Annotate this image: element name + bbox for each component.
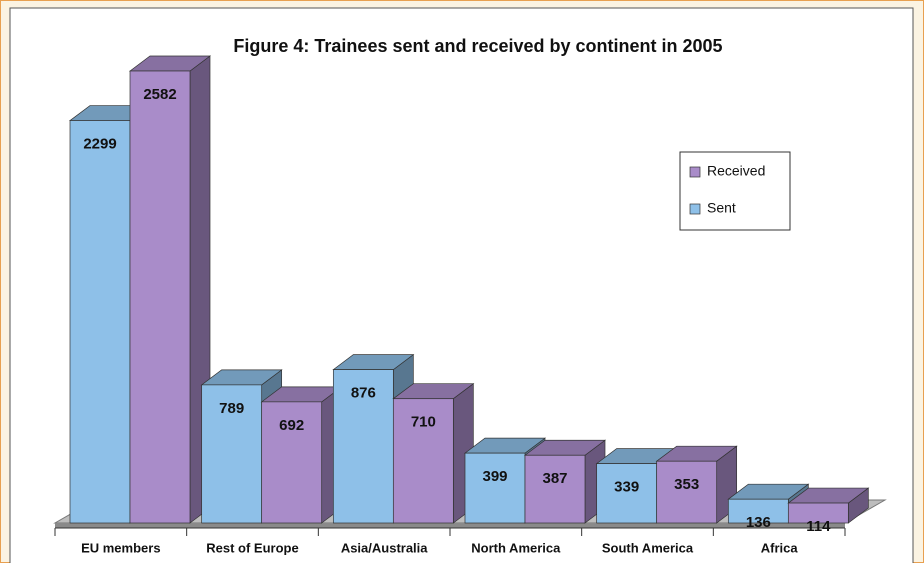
x-tick-label: Rest of Europe bbox=[206, 540, 298, 555]
x-tick-label: EU members bbox=[81, 540, 160, 555]
data-label: 2582 bbox=[143, 86, 176, 103]
legend-label: Sent bbox=[707, 200, 736, 216]
data-label: 710 bbox=[411, 414, 436, 431]
bar bbox=[464, 452, 526, 524]
data-label: 2299 bbox=[83, 136, 116, 153]
data-label: 339 bbox=[614, 479, 639, 496]
x-tick-label: North America bbox=[471, 540, 561, 555]
legend-swatch bbox=[689, 203, 701, 215]
bar bbox=[596, 463, 658, 524]
data-label: 692 bbox=[279, 417, 304, 434]
data-label: 136 bbox=[746, 514, 771, 531]
bar bbox=[129, 70, 191, 524]
legend-label: Received bbox=[707, 163, 765, 179]
bar bbox=[787, 502, 849, 524]
data-label: 114 bbox=[806, 518, 831, 535]
x-tick-label: Asia/Australia bbox=[341, 540, 428, 555]
chart-title: Figure 4: Trainees sent and received by … bbox=[233, 36, 722, 56]
legend-swatch bbox=[689, 166, 701, 178]
data-label: 399 bbox=[482, 468, 507, 485]
bar bbox=[69, 120, 131, 524]
bar bbox=[201, 384, 263, 524]
x-tick-label: South America bbox=[602, 540, 694, 555]
x-tick-label: Africa bbox=[761, 540, 799, 555]
bar bbox=[261, 401, 323, 524]
bar bbox=[656, 460, 718, 524]
bar bbox=[524, 454, 586, 524]
floor-edge bbox=[55, 523, 845, 528]
legend-box bbox=[679, 151, 791, 231]
data-label: 876 bbox=[351, 385, 376, 402]
bar bbox=[332, 369, 394, 524]
data-label: 387 bbox=[542, 470, 567, 487]
data-label: 789 bbox=[219, 400, 244, 417]
data-label: 353 bbox=[674, 476, 699, 493]
bar bbox=[392, 398, 454, 524]
